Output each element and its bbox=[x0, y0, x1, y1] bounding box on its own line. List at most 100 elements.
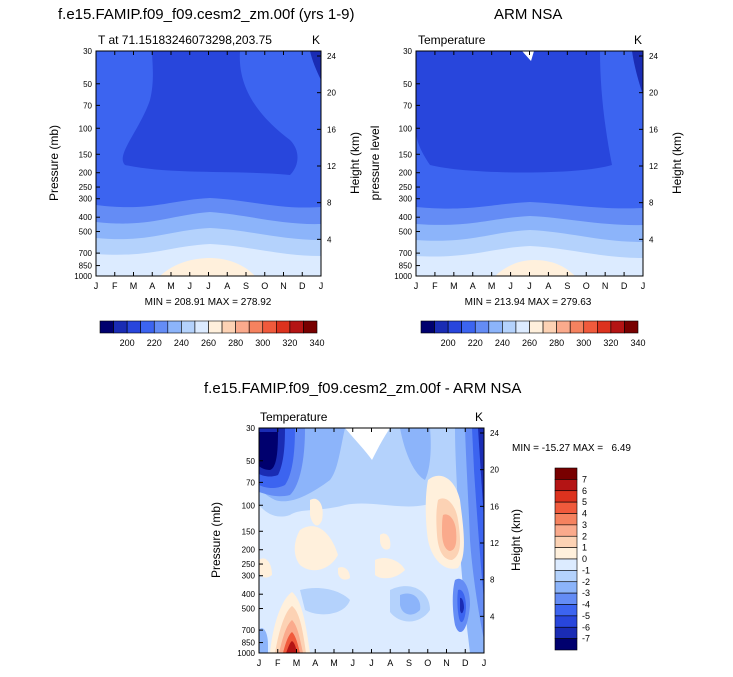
colorbar-label: 280 bbox=[549, 338, 564, 348]
colorbar-label: 3 bbox=[582, 520, 587, 530]
contour-warm-7 bbox=[380, 533, 391, 550]
contour-warm-5 bbox=[310, 498, 323, 526]
colorbar: 200 220 240 260 280 300 320 340 bbox=[99, 320, 325, 348]
contour-cold-core bbox=[416, 51, 612, 173]
y-tick-label: 150 bbox=[79, 150, 93, 159]
colorbar-label: 340 bbox=[309, 338, 324, 348]
y-tick-label: 1000 bbox=[394, 272, 412, 281]
x-tick-label: J bbox=[641, 281, 646, 291]
x-tick-label: J bbox=[414, 281, 419, 291]
right-label: K bbox=[634, 33, 642, 47]
x-tick-label: M bbox=[330, 658, 338, 668]
colorbar-swatch bbox=[554, 570, 578, 583]
y-tick-label: 50 bbox=[83, 80, 92, 89]
x-tick-label: J bbox=[94, 281, 99, 291]
y2-tick-label: 12 bbox=[649, 162, 658, 171]
colorbar-swatch bbox=[554, 490, 578, 503]
y-tick-label: 30 bbox=[403, 47, 412, 56]
colorbar-swatch bbox=[554, 615, 578, 628]
colorbar-label: -3 bbox=[582, 588, 590, 598]
colorbar-label: 220 bbox=[147, 338, 162, 348]
y2-tick-label: 4 bbox=[649, 235, 654, 244]
y2-tick-label: 8 bbox=[327, 199, 332, 208]
contour-cold-core bbox=[122, 51, 298, 175]
x-tick-label: M bbox=[450, 281, 458, 291]
contour-warm-core bbox=[160, 258, 255, 276]
colorbar-label: 320 bbox=[603, 338, 618, 348]
x-tick-label: A bbox=[149, 281, 155, 291]
x-tick-label: J bbox=[319, 281, 324, 291]
y-tick-label: 400 bbox=[242, 590, 256, 599]
y2-tick-label: 8 bbox=[490, 576, 495, 585]
y-tick-label: 500 bbox=[242, 605, 256, 614]
colorbar: 200 220 240 260 280 300 320 340 bbox=[420, 320, 646, 348]
left-label: T at 71.15183246073298,203.75 bbox=[98, 33, 272, 47]
x-tick-label: N bbox=[443, 658, 450, 668]
contour-top-right bbox=[310, 51, 321, 80]
colorbar-label: 300 bbox=[255, 338, 270, 348]
y2-tick-label: 20 bbox=[490, 466, 499, 475]
axes: J F M A M J J A S O N D J 30 50 70 100 150 200 250 300 400 500… bbox=[74, 47, 336, 291]
x-tick-label: D bbox=[299, 281, 306, 291]
colorbar-label: 200 bbox=[441, 338, 456, 348]
x-tick-label: J bbox=[188, 281, 193, 291]
y-tick-label: 300 bbox=[399, 195, 413, 204]
colorbar-swatch bbox=[554, 604, 578, 617]
y-tick-label: 700 bbox=[399, 249, 413, 258]
y2-tick-label: 24 bbox=[649, 52, 658, 61]
colorbar-swatch bbox=[554, 535, 578, 548]
y2-tick-label: 4 bbox=[327, 235, 332, 244]
x-tick-label: A bbox=[470, 281, 476, 291]
y2-tick-label: 16 bbox=[490, 502, 499, 511]
x-tick-label: S bbox=[564, 281, 570, 291]
contour-notch bbox=[522, 51, 534, 61]
colorbar-label: 300 bbox=[576, 338, 591, 348]
y-tick-label: 50 bbox=[403, 80, 412, 89]
colorbar-label: 0 bbox=[582, 554, 587, 564]
colorbar-swatch bbox=[554, 513, 578, 526]
stats-text: MIN = 208.91 MAX = 278.92 bbox=[145, 297, 272, 308]
x-tick-label: M bbox=[130, 281, 138, 291]
contour-left-deep-4 bbox=[259, 432, 278, 470]
y-axis-label: Pressure (mb) bbox=[209, 502, 223, 578]
y-tick-label: 30 bbox=[83, 47, 92, 56]
left-label: Temperature bbox=[418, 33, 486, 47]
colorbar-label: 5 bbox=[582, 497, 587, 507]
y-tick-label: 700 bbox=[242, 626, 256, 635]
axes: J F M A M J J A S O N D J 30 50 70 100 150 200 250 300 400 500… bbox=[394, 47, 658, 291]
colorbar-label: 4 bbox=[582, 509, 587, 519]
x-tick-label: M bbox=[293, 658, 301, 668]
x-tick-label: S bbox=[243, 281, 249, 291]
contour-warm-4 bbox=[294, 526, 338, 571]
contour-bottom-warm-5 bbox=[286, 641, 297, 653]
colorbar-label: 320 bbox=[282, 338, 297, 348]
contour-top-right bbox=[632, 51, 643, 95]
colorbar-label: -7 bbox=[582, 634, 590, 644]
y-tick-label: 1000 bbox=[237, 649, 255, 658]
colorbar-label: 220 bbox=[468, 338, 483, 348]
x-tick-label: O bbox=[261, 281, 268, 291]
x-tick-label: F bbox=[432, 281, 438, 291]
panel-title: ARM NSA bbox=[494, 6, 563, 23]
stats-text: MIN = -15.27 MAX = 6.49 bbox=[512, 443, 631, 454]
colorbar-label: -5 bbox=[582, 611, 590, 621]
y2-tick-label: 4 bbox=[490, 612, 495, 621]
colorbar-swatch bbox=[624, 320, 639, 334]
x-tick-label: S bbox=[406, 658, 412, 668]
y2-tick-label: 12 bbox=[490, 539, 499, 548]
colorbar-label: 240 bbox=[174, 338, 189, 348]
colorbar-label: 1 bbox=[582, 543, 587, 553]
axes: J F M A M J J A S O N D J 30 50 70 100 150 200 250 300 400 500… bbox=[237, 424, 499, 668]
x-tick-label: O bbox=[424, 658, 431, 668]
contour-lower-blue-1 bbox=[300, 588, 350, 615]
colorbar-label: -2 bbox=[582, 577, 590, 587]
x-tick-label: M bbox=[488, 281, 496, 291]
y2-tick-label: 8 bbox=[649, 199, 654, 208]
y2-tick-label: 16 bbox=[327, 125, 336, 134]
colorbar-label: 260 bbox=[522, 338, 537, 348]
x-tick-label: M bbox=[167, 281, 175, 291]
colorbar-label: 280 bbox=[228, 338, 243, 348]
y-tick-label: 250 bbox=[399, 183, 413, 192]
